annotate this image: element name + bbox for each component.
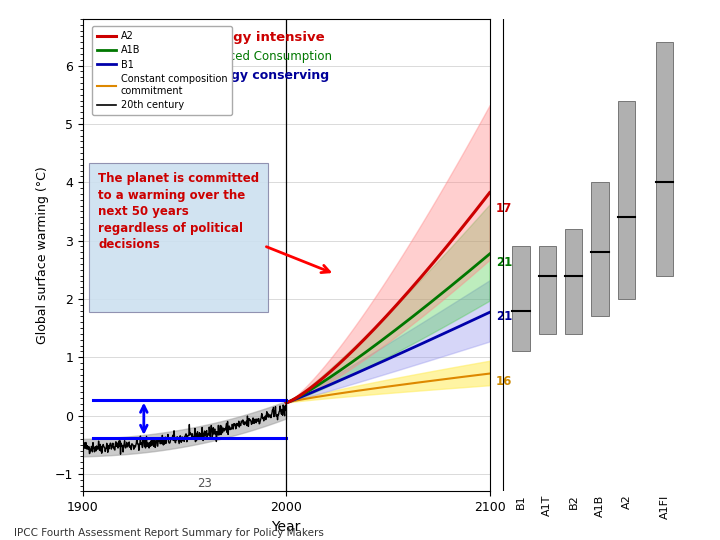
Text: 21: 21 <box>495 310 512 323</box>
Text: IPCC Fourth Assessment Report Summary for Policy Makers: IPCC Fourth Assessment Report Summary fo… <box>14 528 324 538</box>
Text: 21: 21 <box>495 256 512 269</box>
Text: 23: 23 <box>197 477 212 490</box>
Text: Energy intensive: Energy intensive <box>199 31 325 44</box>
Bar <box>591 182 609 316</box>
Bar <box>618 100 635 299</box>
Legend: A2, A1B, B1, Constant composition
commitment, 20th century: A2, A1B, B1, Constant composition commit… <box>91 26 233 115</box>
Text: A1B: A1B <box>595 494 605 517</box>
Text: B2: B2 <box>569 494 579 509</box>
Bar <box>656 42 673 275</box>
Text: A1FI: A1FI <box>660 494 670 518</box>
Bar <box>512 246 530 352</box>
Text: A1T: A1T <box>542 494 552 516</box>
Text: A2: A2 <box>621 494 631 509</box>
Text: B1: B1 <box>516 494 526 509</box>
Bar <box>565 229 582 334</box>
Text: 16: 16 <box>495 375 512 388</box>
X-axis label: Year: Year <box>271 519 301 534</box>
FancyBboxPatch shape <box>89 163 268 312</box>
Text: Reduced Consumption: Reduced Consumption <box>199 50 332 63</box>
Text: The planet is committed
to a warming over the
next 50 years
regardless of politi: The planet is committed to a warming ove… <box>98 172 259 252</box>
Y-axis label: Global surface warming (°C): Global surface warming (°C) <box>36 166 49 344</box>
Text: Energy conserving: Energy conserving <box>199 69 329 82</box>
Bar <box>539 246 556 334</box>
Text: 17: 17 <box>495 202 512 215</box>
